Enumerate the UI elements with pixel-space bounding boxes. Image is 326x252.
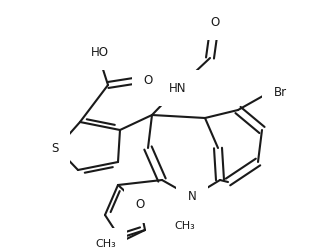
Text: N: N xyxy=(188,191,196,204)
Text: Br: Br xyxy=(274,85,287,99)
Text: CH₃: CH₃ xyxy=(175,221,195,231)
Text: S: S xyxy=(51,142,59,154)
Text: O: O xyxy=(210,16,220,28)
Text: CH₃: CH₃ xyxy=(96,239,116,249)
Text: HO: HO xyxy=(91,46,109,58)
Text: HN: HN xyxy=(169,81,187,94)
Text: O: O xyxy=(143,74,153,86)
Text: O: O xyxy=(135,199,145,211)
